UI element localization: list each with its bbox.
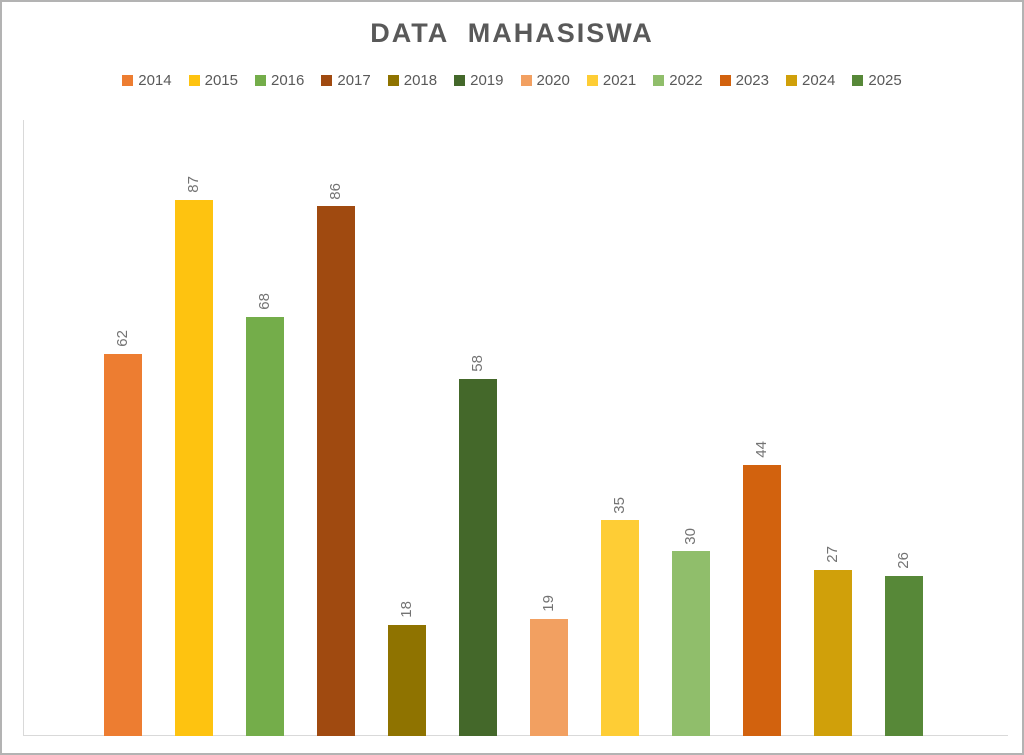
bar-value-label-2016: 68	[256, 293, 273, 311]
legend-item-2014: 2014	[122, 72, 172, 89]
legend-swatch-2022	[653, 75, 665, 86]
bar-value-label-2020: 19	[540, 595, 557, 612]
bar-slot-2022: 30	[655, 120, 726, 736]
legend-swatch-2017	[321, 75, 333, 86]
legend-item-2024: 2024	[786, 72, 835, 89]
legend-swatch-2015	[188, 75, 200, 86]
legend-label-2014: 2014	[138, 72, 172, 89]
bar-slot-2025: 26	[868, 120, 939, 736]
legend-label-2019: 2019	[470, 72, 504, 89]
bar-value-label-2018: 18	[398, 601, 415, 619]
bar-value-label-2015: 87	[185, 176, 202, 194]
bar-value-label-2024: 27	[824, 546, 841, 563]
legend-item-2021: 2021	[586, 72, 637, 89]
chart-title: DATA MAHASISWA	[370, 18, 654, 48]
legend-label-2023: 2023	[735, 72, 769, 89]
legend-swatch-2016	[255, 75, 266, 86]
bar-slot-2023: 44	[726, 120, 797, 736]
bar-value-label-2022: 30	[682, 527, 699, 545]
bar-slot-2019: 58	[442, 120, 513, 736]
legend-item-2017: 2017	[321, 72, 371, 89]
bar-plot-area: 62 87 68 86 18 58 19 35 30 44 27 26	[87, 120, 939, 736]
bar-2014	[103, 354, 142, 736]
legend-item-2019: 2019	[454, 72, 504, 89]
legend-label-2022: 2022	[669, 72, 703, 89]
legend: 2014 2015 2016 2017 2018 2019 2020 2021 2022 2023…	[2, 72, 1022, 89]
legend-swatch-2025	[852, 75, 864, 86]
legend-label-2018: 2018	[403, 72, 438, 89]
legend-swatch-2014	[122, 75, 134, 86]
bar-2015	[174, 200, 213, 736]
bar-2019	[458, 378, 497, 736]
bar-2024	[813, 569, 852, 736]
bar-value-label-2019: 58	[469, 355, 486, 372]
bar-2022	[671, 551, 710, 736]
legend-swatch-2021	[586, 75, 598, 86]
legend-item-2016: 2016	[255, 72, 304, 89]
bar-value-label-2021: 35	[611, 496, 628, 514]
legend-item-2020: 2020	[520, 72, 570, 89]
legend-item-2015: 2015	[188, 72, 238, 89]
legend-label-2025: 2025	[868, 72, 902, 89]
bar-slot-2024: 27	[797, 120, 868, 736]
bar-2017	[316, 206, 355, 736]
bar-slot-2020: 19	[513, 120, 584, 736]
legend-label-2021: 2021	[602, 72, 637, 89]
legend-label-2024: 2024	[802, 72, 836, 89]
legend-item-2022: 2022	[653, 72, 703, 89]
legend-item-2018: 2018	[387, 72, 438, 89]
legend-item-2025: 2025	[852, 72, 902, 89]
legend-label-2020: 2020	[536, 72, 570, 89]
bar-value-label-2025: 26	[895, 552, 912, 569]
bar-2016	[245, 317, 284, 736]
x-axis-line	[23, 735, 1008, 736]
legend-label-2017: 2017	[337, 72, 371, 89]
bar-slot-2017: 86	[300, 120, 371, 736]
legend-swatch-2024	[786, 75, 797, 86]
bar-2021	[600, 520, 639, 736]
legend-swatch-2018	[387, 75, 399, 86]
legend-label-2016: 2016	[271, 72, 305, 89]
legend-swatch-2019	[454, 75, 466, 86]
bar-slot-2016: 68	[229, 120, 300, 736]
bar-value-label-2017: 86	[327, 182, 344, 200]
bar-2023	[742, 464, 781, 736]
bar-slot-2021: 35	[584, 120, 655, 736]
legend-swatch-2023	[719, 75, 731, 86]
bar-2025	[884, 575, 923, 736]
legend-label-2015: 2015	[204, 72, 238, 89]
bar-2020	[529, 618, 568, 736]
bar-slot-2014: 62	[87, 120, 158, 736]
bar-value-label-2014: 62	[114, 330, 131, 348]
bar-slot-2018: 18	[371, 120, 442, 736]
legend-swatch-2020	[520, 75, 532, 86]
y-axis-line	[23, 120, 24, 736]
legend-item-2023: 2023	[719, 72, 769, 89]
bar-slot-2015: 87	[158, 120, 229, 736]
bar-value-label-2023: 44	[753, 441, 770, 458]
bar-2018	[387, 625, 426, 736]
